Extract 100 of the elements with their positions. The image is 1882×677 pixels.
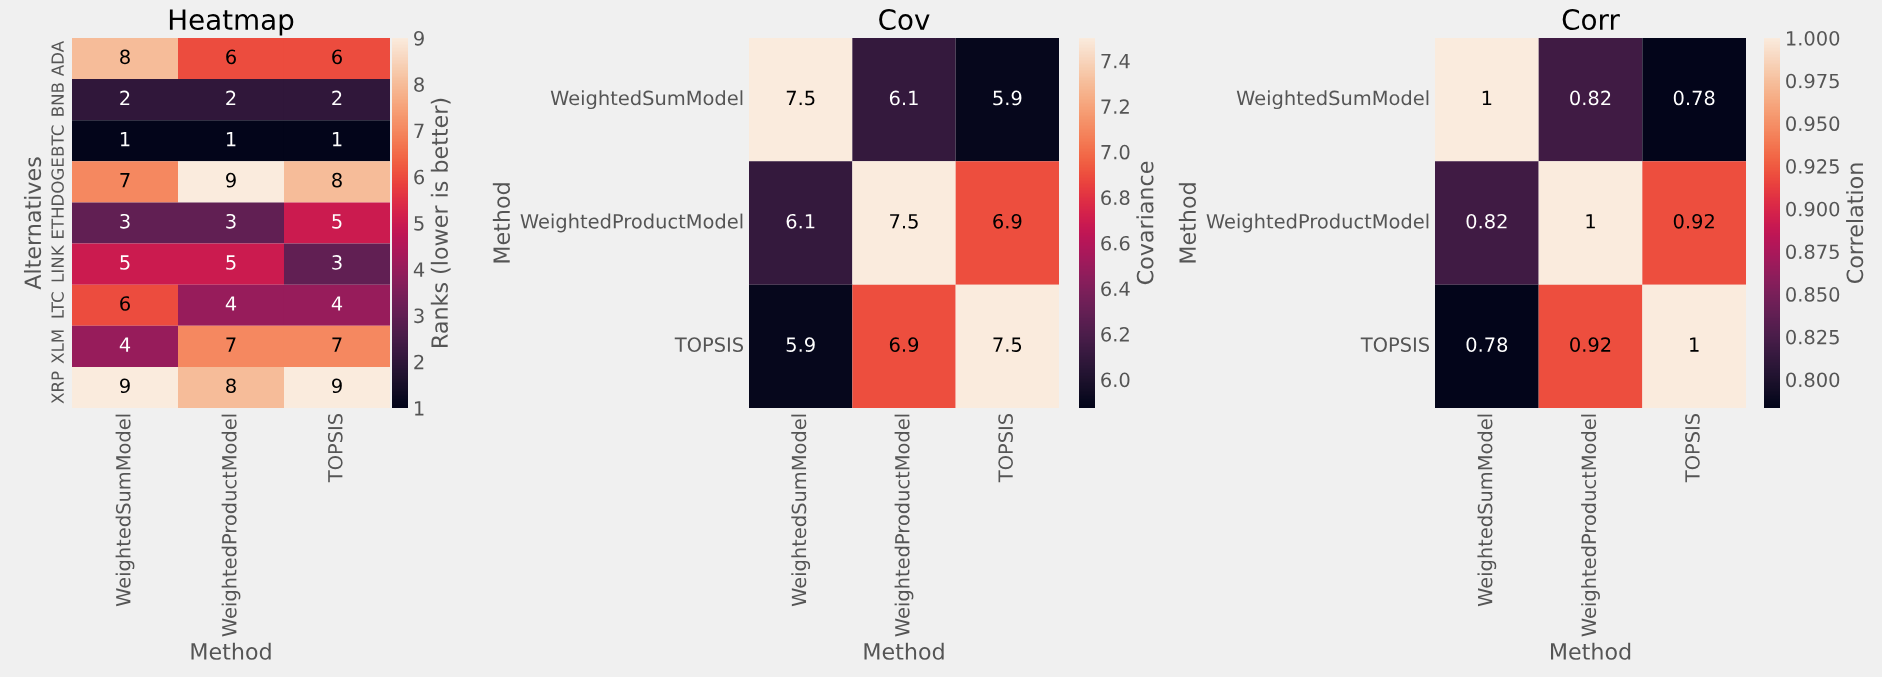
color-bar-label: 7.0 xyxy=(1101,144,1130,160)
data-label: 1 xyxy=(226,131,236,147)
y-tick-label: BNB xyxy=(51,83,64,116)
chart-title: Cov xyxy=(879,9,930,31)
color-bar-label: 4 xyxy=(413,262,425,277)
color-bar-label: 9 xyxy=(414,30,424,46)
x-tick-label: TOPSIS xyxy=(327,413,343,483)
color-bar-label: 0.950 xyxy=(1786,116,1840,132)
color-bar-title: Correlation xyxy=(1846,163,1864,284)
data-label: 6 xyxy=(226,49,236,65)
data-label: 1 xyxy=(120,131,130,147)
color-bar-label: 1.000 xyxy=(1787,30,1840,46)
data-label: 6 xyxy=(120,296,130,311)
color-bar-label: 0.825 xyxy=(1786,329,1839,345)
data-label: 4 xyxy=(119,337,131,352)
y-tick-label: TOPSIS xyxy=(674,337,744,352)
color-bar-label: 2 xyxy=(414,354,424,370)
x-tick-label: WeightedProductModel xyxy=(221,414,241,637)
x-tick-label: TOPSIS xyxy=(1685,413,1700,483)
data-label: 9 xyxy=(226,172,236,188)
data-label: 1 xyxy=(1482,90,1492,106)
color-bar-label: 6 xyxy=(414,169,425,185)
x-axis-title: Method xyxy=(1551,642,1631,660)
color-bar-label: 0.900 xyxy=(1786,201,1840,217)
y-axis-title: Method xyxy=(492,183,511,263)
color-bar-title: Covariance xyxy=(1136,161,1154,285)
data-label: 0.78 xyxy=(1673,90,1715,106)
chart-title: Corr xyxy=(1562,9,1620,31)
color-bar-label: 0.975 xyxy=(1786,73,1839,89)
data-label: 2 xyxy=(226,90,236,106)
y-axis-title: Alternatives xyxy=(23,157,42,290)
data-label: 0.92 xyxy=(1673,213,1714,229)
color-bar-label: 8 xyxy=(414,77,424,92)
color-bar-label: 0.925 xyxy=(1786,159,1839,174)
y-tick-label: BTC xyxy=(51,125,64,156)
data-label: 2 xyxy=(120,90,130,106)
data-label: 1 xyxy=(1586,214,1595,229)
data-label: 8 xyxy=(332,172,342,188)
color-bar-label: 7 xyxy=(414,123,424,138)
data-label: 0.82 xyxy=(1466,213,1507,229)
color-bar-label: 3 xyxy=(414,308,424,324)
color-bar-label: 6.0 xyxy=(1101,372,1130,388)
data-label: 1 xyxy=(332,131,342,147)
data-label: 5.9 xyxy=(786,337,815,352)
data-label: 6.9 xyxy=(889,337,919,352)
data-label: 6.9 xyxy=(993,213,1022,229)
y-axis-title: Method xyxy=(1178,183,1197,263)
y-tick-label: WeightedSumModel xyxy=(550,90,743,110)
data-label: 4 xyxy=(225,296,237,311)
data-label: 9 xyxy=(332,378,342,394)
color-bar-label: 7.4 xyxy=(1101,53,1130,69)
data-label: 9 xyxy=(120,378,130,394)
x-axis-title: Method xyxy=(191,642,271,660)
data-label: 5.9 xyxy=(993,90,1022,106)
y-tick-label: TOPSIS xyxy=(1360,337,1430,352)
y-tick-label: LINK xyxy=(51,244,64,282)
y-tick-label: LTC xyxy=(51,292,64,318)
data-label: 3 xyxy=(120,213,130,229)
data-label: 1 xyxy=(1690,337,1699,352)
x-tick-label: TOPSIS xyxy=(998,413,1013,483)
data-label: 7.5 xyxy=(890,214,918,229)
data-label: 0.82 xyxy=(1570,90,1611,106)
color-bar-label: 0.875 xyxy=(1786,244,1839,260)
x-tick-label: WeightedProductModel xyxy=(1581,414,1600,637)
y-tick-label: XLM xyxy=(51,330,64,364)
color-bar-label: 1 xyxy=(415,401,424,416)
y-tick-label: DOGE xyxy=(51,158,64,205)
data-label: 4 xyxy=(331,296,343,311)
y-tick-label: WeightedProductModel xyxy=(1206,213,1429,233)
data-label: 6.1 xyxy=(786,213,815,229)
x-tick-label: WeightedProductModel xyxy=(894,414,914,637)
data-label: 0.78 xyxy=(1466,337,1508,352)
y-tick-label: WeightedProductModel xyxy=(520,213,743,233)
chart-title: Heatmap xyxy=(169,9,294,36)
color-bar-label: 0.800 xyxy=(1786,372,1840,388)
color-bar-label: 0.850 xyxy=(1786,287,1840,302)
data-label: 6.1 xyxy=(889,90,918,106)
color-bar-label: 5 xyxy=(414,216,424,231)
color-bar-label: 6.4 xyxy=(1101,281,1130,297)
data-label: 8 xyxy=(120,49,130,65)
color-bar-label: 7.2 xyxy=(1101,99,1129,114)
data-label: 8 xyxy=(226,378,236,394)
data-label: 0.92 xyxy=(1570,337,1611,352)
data-label: 7.5 xyxy=(993,337,1022,352)
data-label: 5 xyxy=(226,255,236,270)
y-tick-label: ETH xyxy=(51,208,64,238)
data-label: 3 xyxy=(332,255,342,270)
y-tick-label: ADA xyxy=(51,41,64,77)
data-label: 2 xyxy=(332,90,342,106)
data-label: 7.5 xyxy=(786,90,815,106)
color-bar-label: 6.8 xyxy=(1101,190,1130,206)
data-label: 7 xyxy=(332,337,342,352)
y-tick-label: XRP xyxy=(51,371,64,404)
color-bar-label: 6.6 xyxy=(1101,235,1130,251)
data-label: 5 xyxy=(332,214,342,229)
y-tick-label: WeightedSumModel xyxy=(1236,90,1429,110)
x-axis-title: Method xyxy=(864,642,944,660)
data-label: 7 xyxy=(226,337,236,352)
data-label: 5 xyxy=(120,255,130,270)
data-label: 6 xyxy=(332,49,342,65)
